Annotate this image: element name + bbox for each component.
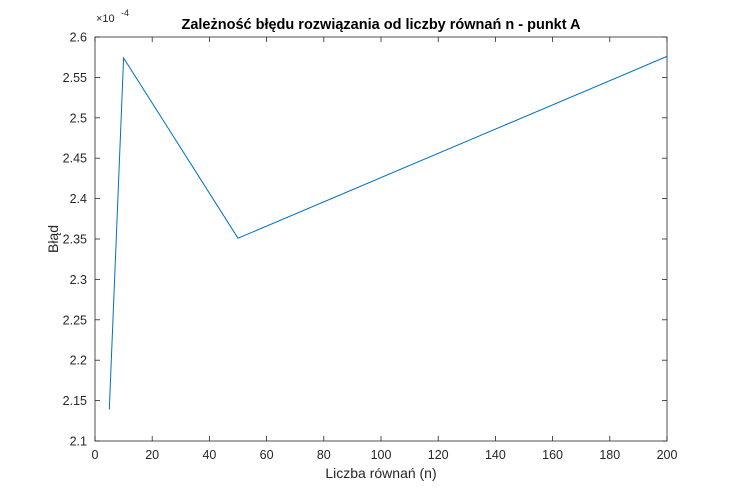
y-tick-label: 2.5: [70, 111, 87, 125]
x-tick-label: 140: [485, 448, 506, 462]
x-tick-label: 20: [145, 448, 159, 462]
y-tick-label: 2.15: [63, 394, 87, 408]
x-tick-label: 0: [92, 448, 99, 462]
chart-title: Zależność błędu rozwiązania od liczby ró…: [181, 17, 581, 33]
x-tick-label: 120: [428, 448, 449, 462]
y-tick-label: 2.4: [70, 192, 87, 206]
y-tick-label: 2.55: [63, 71, 87, 85]
y-tick-label: 2.25: [63, 313, 87, 327]
y-tick-label: 2.3: [70, 273, 87, 287]
y-axis-ticks: 2.1 2.15 2.2 2.25 2.3 2.35 2.4 2.45 2.5 2.55 2.6: [63, 31, 667, 449]
y-tick-label: 2.2: [70, 354, 87, 368]
y-tick-label: 2.45: [63, 152, 87, 166]
y-axis-exponent: ×10 -4: [96, 8, 129, 25]
y-tick-label: 2.6: [70, 31, 87, 45]
y-exponent-base: ×10: [96, 13, 115, 25]
y-tick-label: 2.1: [70, 435, 87, 449]
x-tick-label: 60: [260, 448, 274, 462]
x-tick-label: 180: [599, 448, 620, 462]
y-tick-label: 2.35: [63, 233, 87, 247]
y-axis-label: Błąd: [45, 225, 61, 253]
x-tick-label: 80: [317, 448, 331, 462]
y-exponent-power: -4: [121, 8, 129, 18]
plot-area: [94, 36, 668, 442]
x-tick-label: 40: [202, 448, 216, 462]
series-layer: [108, 55, 668, 410]
x-tick-label: 160: [542, 448, 563, 462]
series-line: [108, 55, 668, 410]
x-axis-ticks: 0 20 40 60 80 100 120 140 160 180 200: [92, 37, 678, 462]
x-tick-label: 100: [371, 448, 392, 462]
x-tick-label: 200: [657, 448, 678, 462]
x-axis-label: Liczba równań (n): [325, 465, 436, 481]
